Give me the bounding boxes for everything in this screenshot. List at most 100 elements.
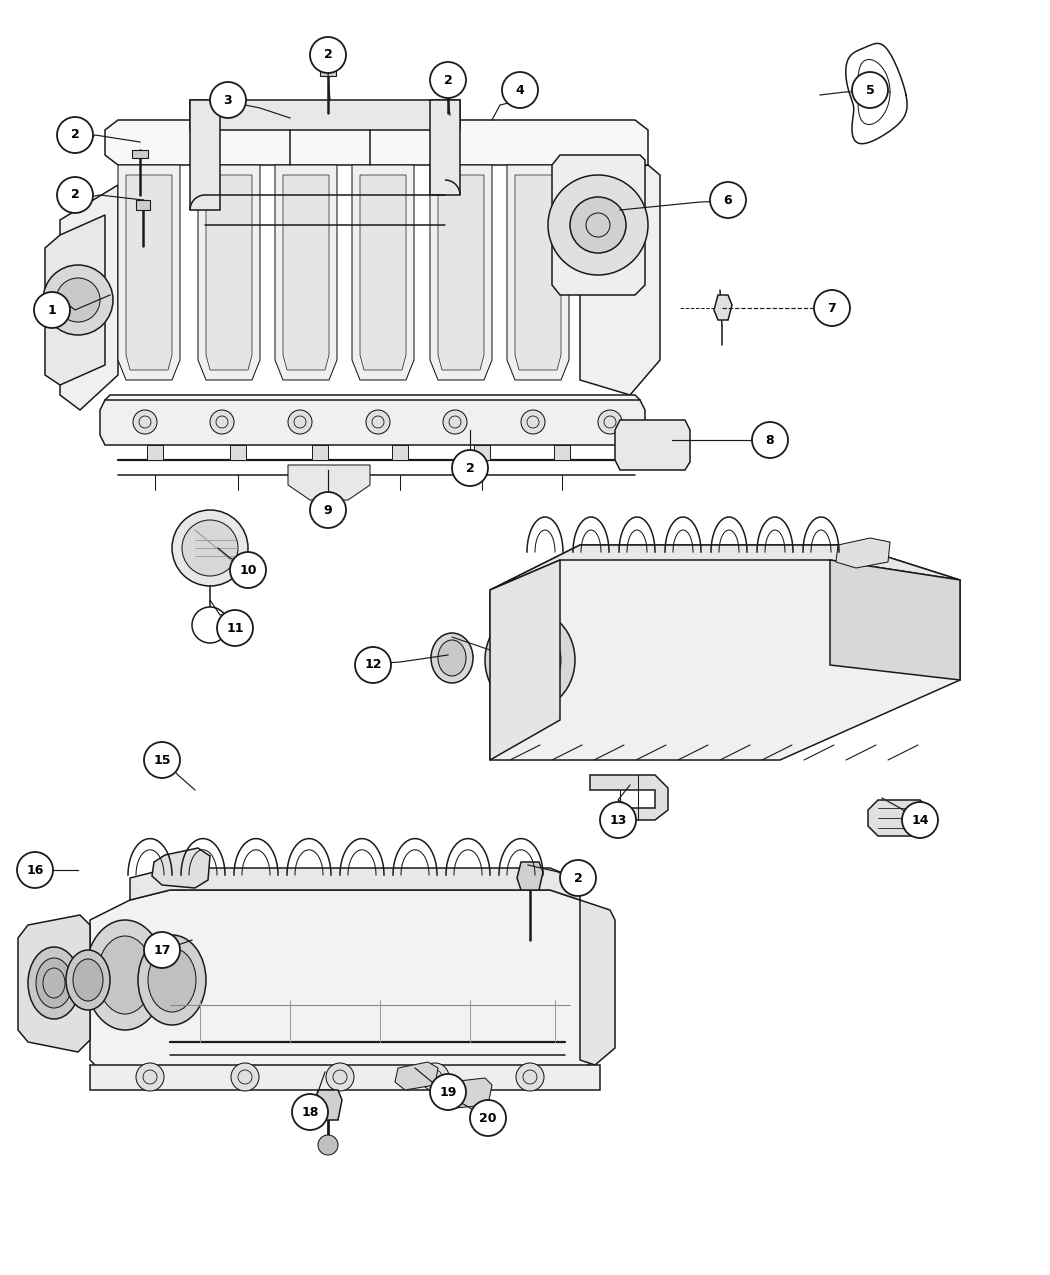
Circle shape bbox=[231, 1063, 259, 1091]
Text: 9: 9 bbox=[323, 504, 332, 516]
Polygon shape bbox=[152, 848, 210, 887]
Polygon shape bbox=[190, 99, 460, 130]
Text: 19: 19 bbox=[439, 1085, 457, 1099]
Text: 15: 15 bbox=[153, 754, 171, 766]
Circle shape bbox=[144, 742, 180, 778]
Circle shape bbox=[710, 182, 746, 218]
Circle shape bbox=[172, 510, 248, 586]
Polygon shape bbox=[126, 175, 172, 370]
Polygon shape bbox=[230, 445, 246, 460]
Text: 2: 2 bbox=[443, 74, 453, 87]
Polygon shape bbox=[517, 862, 543, 890]
Text: 4: 4 bbox=[516, 83, 524, 97]
Circle shape bbox=[516, 1063, 544, 1091]
Circle shape bbox=[217, 609, 253, 646]
Polygon shape bbox=[507, 164, 569, 380]
Polygon shape bbox=[714, 295, 732, 320]
Circle shape bbox=[57, 177, 93, 213]
Text: 2: 2 bbox=[323, 48, 333, 61]
Ellipse shape bbox=[28, 947, 80, 1019]
Polygon shape bbox=[580, 164, 660, 395]
Circle shape bbox=[43, 265, 113, 335]
Circle shape bbox=[136, 1063, 164, 1091]
Polygon shape bbox=[868, 799, 932, 836]
Polygon shape bbox=[105, 395, 640, 440]
Text: 2: 2 bbox=[70, 189, 80, 201]
Circle shape bbox=[560, 861, 596, 896]
Circle shape bbox=[443, 411, 467, 434]
Circle shape bbox=[326, 1063, 354, 1091]
Circle shape bbox=[310, 492, 347, 528]
Circle shape bbox=[57, 117, 93, 153]
Polygon shape bbox=[590, 775, 668, 820]
Ellipse shape bbox=[499, 625, 561, 695]
Circle shape bbox=[355, 646, 391, 683]
Circle shape bbox=[17, 852, 52, 887]
Circle shape bbox=[318, 1135, 338, 1155]
Polygon shape bbox=[440, 68, 456, 76]
Circle shape bbox=[521, 411, 545, 434]
Circle shape bbox=[430, 62, 466, 98]
Polygon shape bbox=[136, 200, 150, 210]
Polygon shape bbox=[275, 164, 337, 380]
Ellipse shape bbox=[148, 949, 196, 1012]
Polygon shape bbox=[392, 445, 408, 460]
Circle shape bbox=[144, 932, 180, 968]
Circle shape bbox=[34, 292, 70, 328]
Text: 7: 7 bbox=[827, 301, 837, 315]
Polygon shape bbox=[147, 445, 163, 460]
Ellipse shape bbox=[36, 958, 72, 1009]
Polygon shape bbox=[284, 175, 329, 370]
Circle shape bbox=[366, 411, 390, 434]
Polygon shape bbox=[430, 99, 460, 195]
Polygon shape bbox=[490, 560, 560, 760]
Polygon shape bbox=[130, 868, 580, 900]
Polygon shape bbox=[206, 175, 252, 370]
Polygon shape bbox=[352, 164, 414, 380]
Text: 20: 20 bbox=[479, 1112, 497, 1125]
Text: 16: 16 bbox=[26, 863, 44, 876]
Polygon shape bbox=[514, 175, 561, 370]
Circle shape bbox=[502, 71, 538, 108]
Circle shape bbox=[600, 802, 636, 838]
Polygon shape bbox=[474, 445, 490, 460]
Circle shape bbox=[210, 411, 234, 434]
Polygon shape bbox=[554, 445, 570, 460]
Polygon shape bbox=[446, 1077, 492, 1108]
Polygon shape bbox=[360, 175, 406, 370]
Circle shape bbox=[292, 1094, 328, 1130]
Polygon shape bbox=[60, 185, 118, 411]
Circle shape bbox=[182, 520, 238, 576]
Ellipse shape bbox=[66, 950, 110, 1010]
Circle shape bbox=[133, 411, 158, 434]
Polygon shape bbox=[105, 120, 648, 164]
Polygon shape bbox=[288, 465, 370, 500]
Polygon shape bbox=[490, 544, 960, 760]
Circle shape bbox=[452, 450, 488, 486]
Ellipse shape bbox=[98, 936, 152, 1014]
Polygon shape bbox=[320, 68, 336, 76]
Polygon shape bbox=[118, 164, 180, 380]
Polygon shape bbox=[90, 1065, 600, 1090]
Circle shape bbox=[548, 175, 648, 275]
Ellipse shape bbox=[430, 632, 473, 683]
Polygon shape bbox=[552, 156, 645, 295]
Circle shape bbox=[598, 411, 622, 434]
Circle shape bbox=[752, 422, 788, 458]
Circle shape bbox=[470, 1100, 506, 1136]
Polygon shape bbox=[438, 175, 484, 370]
Polygon shape bbox=[18, 915, 90, 1052]
Circle shape bbox=[814, 289, 850, 326]
Ellipse shape bbox=[138, 935, 206, 1025]
Circle shape bbox=[56, 278, 100, 323]
Polygon shape bbox=[430, 164, 492, 380]
Polygon shape bbox=[836, 538, 890, 567]
Polygon shape bbox=[830, 560, 960, 680]
Text: 13: 13 bbox=[609, 813, 627, 826]
Polygon shape bbox=[312, 445, 328, 460]
Circle shape bbox=[902, 802, 938, 838]
Text: 2: 2 bbox=[465, 462, 475, 474]
Text: 2: 2 bbox=[70, 129, 80, 142]
Circle shape bbox=[430, 1074, 466, 1111]
Ellipse shape bbox=[438, 640, 466, 676]
